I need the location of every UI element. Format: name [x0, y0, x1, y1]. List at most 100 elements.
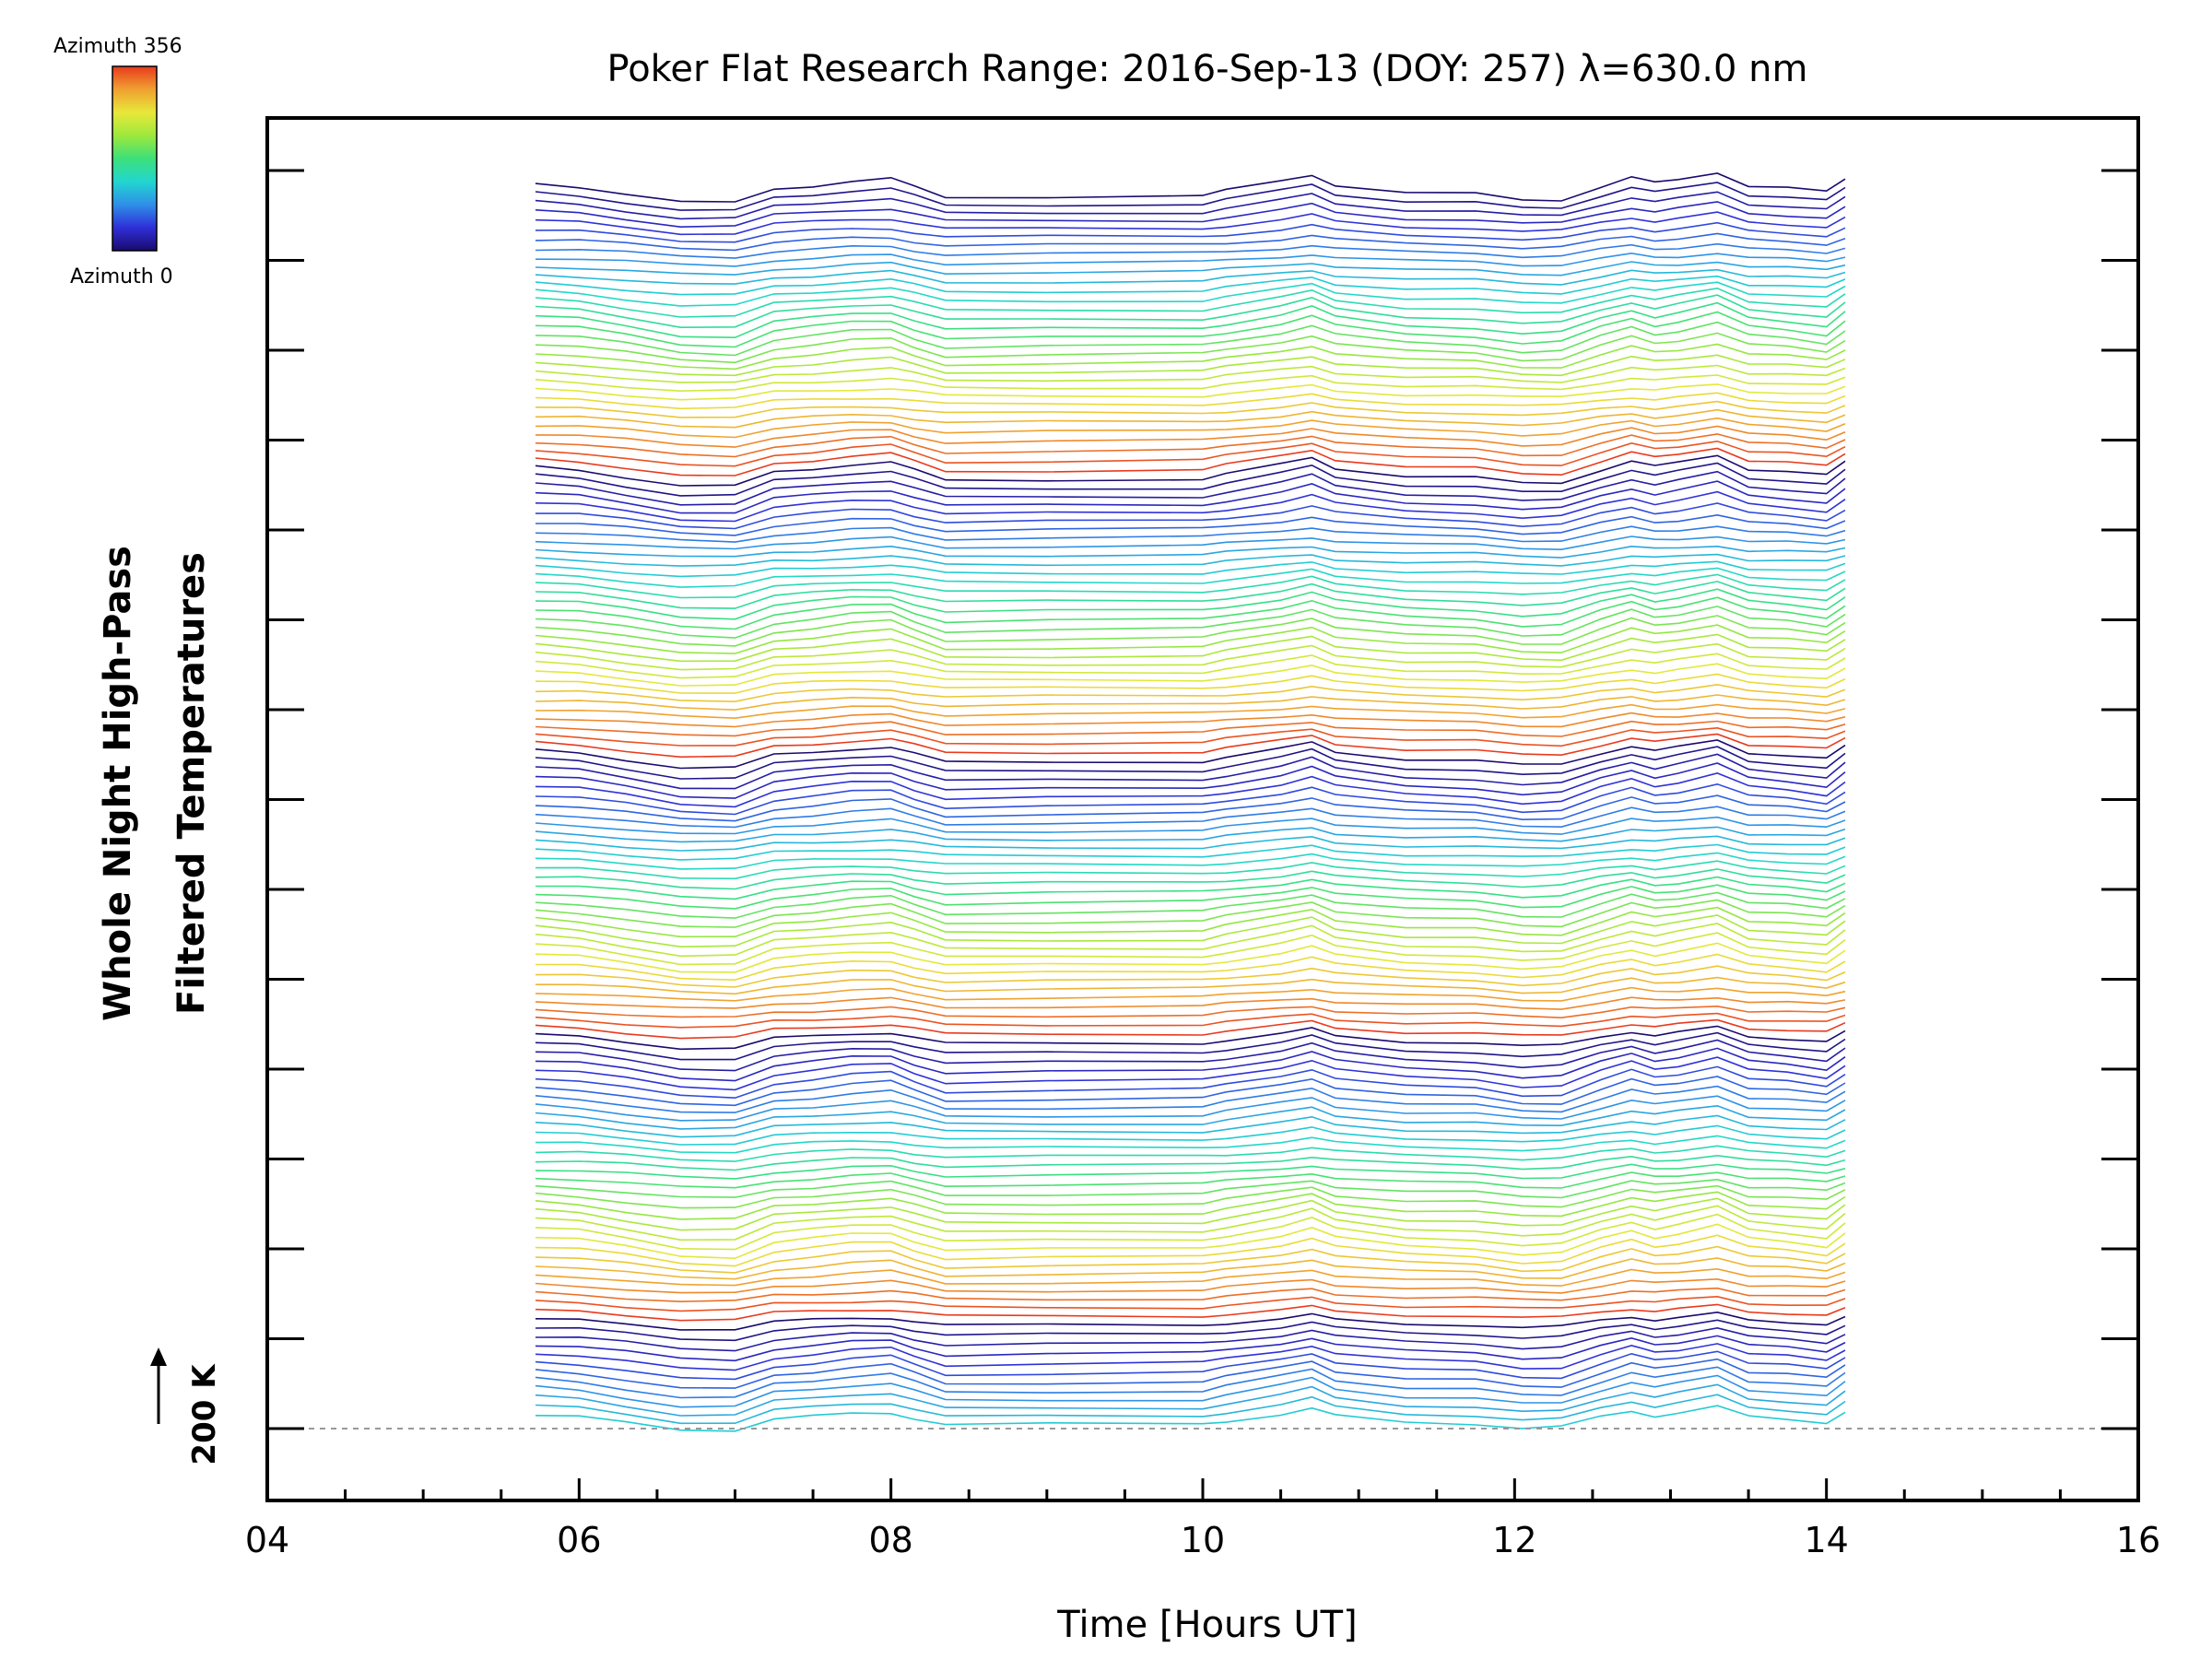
- series-line: [535, 553, 1846, 567]
- series-line: [535, 816, 1846, 835]
- series-line: [535, 232, 1846, 252]
- series-line: [535, 454, 1846, 487]
- series-line: [535, 281, 1846, 307]
- series-line: [535, 772, 1846, 808]
- series-line: [535, 374, 1846, 393]
- series-line: [535, 1047, 1846, 1082]
- series-line: [535, 567, 1846, 588]
- series-line: [535, 953, 1846, 982]
- colorbar: [112, 65, 158, 252]
- series-line: [535, 1145, 1846, 1162]
- series-line: [535, 1135, 1846, 1154]
- chart-title: Poker Flat Research Range: 2016-Sep-13 (…: [606, 48, 1808, 90]
- series-line: [535, 733, 1846, 759]
- series-line: [535, 942, 1846, 973]
- series-line: [535, 1065, 1846, 1100]
- series-line: [535, 739, 1846, 770]
- series-line: [535, 712, 1846, 728]
- series-line: [535, 876, 1846, 900]
- x-tick-label: 12: [1492, 1520, 1536, 1560]
- series-line: [535, 1366, 1846, 1399]
- series-line: [535, 392, 1846, 410]
- series-line: [535, 891, 1846, 919]
- series-line: [535, 261, 1846, 276]
- series-line: [535, 1171, 1846, 1189]
- series-line: [535, 1154, 1846, 1171]
- series-line: [535, 252, 1846, 267]
- series-line: [535, 986, 1846, 1002]
- series-line: [535, 1031, 1846, 1061]
- series-group: [535, 172, 1846, 1432]
- series-line: [535, 1245, 1846, 1274]
- series-line: [535, 364, 1846, 383]
- series-line: [535, 596, 1846, 630]
- series-line: [535, 275, 1846, 296]
- series-line: [535, 221, 1846, 243]
- series-line: [535, 1184, 1846, 1209]
- series-line: [535, 581, 1846, 609]
- series-line: [535, 535, 1846, 551]
- series-line: [535, 332, 1846, 364]
- series-line: [535, 1374, 1846, 1408]
- series-line: [535, 1124, 1846, 1146]
- series-line: [535, 1277, 1846, 1294]
- series-line: [535, 703, 1846, 720]
- series-line: [535, 417, 1846, 439]
- series-line: [535, 408, 1846, 429]
- series-line: [535, 301, 1846, 339]
- series-line: [535, 525, 1846, 543]
- series-line: [535, 1405, 1846, 1432]
- series-line: [535, 480, 1846, 514]
- series-line: [535, 852, 1846, 870]
- series-line: [535, 914, 1846, 948]
- series-line: [535, 1178, 1846, 1199]
- series-line: [535, 1383, 1846, 1417]
- series-line: [535, 1018, 1846, 1040]
- series-line: [535, 624, 1846, 654]
- series-line: [535, 1257, 1846, 1280]
- series-line: [535, 560, 1846, 578]
- x-tick-label: 14: [1804, 1520, 1848, 1560]
- series-line: [535, 1326, 1846, 1352]
- y-axis-label-line-2: Filtered Temperatures: [171, 552, 213, 1015]
- series-line: [535, 884, 1846, 910]
- series-line: [535, 545, 1846, 559]
- colorbar-bottom-label: Azimuth 0: [70, 265, 173, 288]
- series-line: [535, 1358, 1846, 1389]
- series-line: [535, 1197, 1846, 1231]
- series-line: [535, 615, 1846, 647]
- series-line: [535, 1267, 1846, 1287]
- series-line: [535, 172, 1846, 203]
- series-line: [535, 321, 1846, 357]
- series-line: [535, 191, 1846, 220]
- series-line: [535, 673, 1846, 694]
- x-tick-label: 10: [1181, 1520, 1225, 1560]
- series-line: [535, 268, 1846, 286]
- series-line: [535, 996, 1846, 1010]
- series-line: [535, 447, 1846, 477]
- x-tick-label: 16: [2116, 1520, 2160, 1560]
- series-line: [535, 462, 1846, 497]
- series-line: [535, 1191, 1846, 1220]
- series-line: [535, 311, 1846, 348]
- series-line: [535, 470, 1846, 506]
- series-line: [535, 294, 1846, 329]
- x-ticks: 04 06 08 10 12 14 16: [245, 1478, 2160, 1560]
- series-line: [535, 860, 1846, 880]
- series-line: [535, 1287, 1846, 1303]
- series-line: [535, 354, 1846, 377]
- series-line: [535, 965, 1846, 988]
- series-line: [535, 1076, 1846, 1107]
- series-line: [535, 1234, 1846, 1267]
- series-line: [535, 1205, 1846, 1241]
- series-line: [535, 1343, 1846, 1371]
- series-line: [535, 932, 1846, 966]
- series-line: [535, 923, 1846, 958]
- series-line: [535, 683, 1846, 703]
- series-line: [535, 899, 1846, 928]
- series-line: [535, 573, 1846, 599]
- series-line: [535, 826, 1846, 843]
- scale-arrow: [150, 1347, 167, 1424]
- series-line: [535, 606, 1846, 639]
